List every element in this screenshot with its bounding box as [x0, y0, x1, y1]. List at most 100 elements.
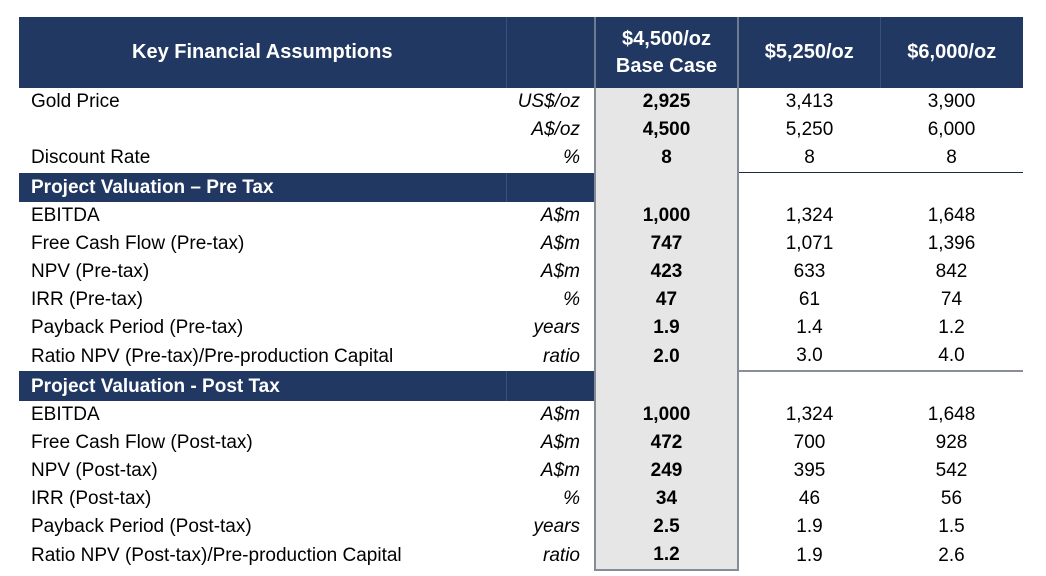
- row-unit: A$m: [540, 460, 580, 481]
- value-5250: 61: [798, 289, 821, 310]
- row-label: EBITDA: [31, 404, 100, 425]
- value-6000: 74: [940, 289, 963, 310]
- row-label: IRR (Post-tax): [31, 488, 152, 509]
- table-row: Free Cash Flow (Post-tax) A$m 472 700 928: [19, 429, 1023, 457]
- section-blank-cell: [738, 172, 880, 202]
- value-5250: 3,413: [785, 91, 834, 112]
- row-unit: A$m: [540, 233, 580, 254]
- financial-assumptions-table: Key Financial Assumptions $4,500/oz Base…: [19, 17, 1023, 571]
- section-blank-cell: [738, 371, 880, 401]
- value-6000: 2.6: [938, 544, 965, 566]
- base-case-value: 2.0: [594, 342, 739, 371]
- row-unit: ratio: [543, 345, 580, 367]
- row-label: [19, 116, 506, 144]
- row-unit: %: [563, 289, 580, 310]
- row-label: Payback Period (Pre-tax): [31, 317, 244, 338]
- row-unit: ratio: [543, 544, 580, 566]
- value-6000: 3,900: [927, 91, 976, 112]
- table-row: NPV (Post-tax) A$m 249 395 542: [19, 457, 1023, 485]
- value-6000: 8: [880, 144, 1023, 173]
- value-5250: 1.9: [796, 544, 823, 566]
- value-6000: 842: [935, 261, 968, 282]
- value-5250: 633: [793, 261, 826, 282]
- base-case-value: 2.5: [594, 513, 739, 541]
- base-case-value: 1,000: [594, 401, 739, 429]
- base-case-value: 34: [594, 485, 739, 513]
- column-header-6000: $6,000/oz: [880, 17, 1023, 88]
- value-6000: 56: [940, 488, 963, 509]
- row-label: IRR (Pre-tax): [31, 289, 143, 310]
- row-unit: A$m: [540, 261, 580, 282]
- base-case-value: 4,500: [594, 116, 739, 144]
- row-label: Ratio NPV (Pre-tax)/Pre-production Capit…: [31, 345, 394, 367]
- base-case-value: 8: [594, 144, 739, 173]
- base-case-value: 423: [594, 258, 739, 286]
- value-6000: 1,648: [927, 404, 976, 425]
- row-unit: US$/oz: [517, 91, 580, 112]
- row-unit: %: [563, 488, 580, 509]
- unit-column-header: [506, 17, 596, 88]
- table-row: IRR (Pre-tax)% 47 61 74: [19, 286, 1023, 314]
- row-unit: A$m: [540, 404, 580, 425]
- value-5250: 5,250: [785, 119, 834, 140]
- table-row: Gold Price US$/oz 2,925 3,413 3,900: [19, 88, 1023, 116]
- table-row: Payback Period (Post-tax) years 2.5 1.9 1.5: [19, 513, 1023, 541]
- section-title: Project Valuation – Pre Tax: [19, 172, 507, 202]
- table-row: Ratio NPV (Post-tax)/Pre-production Capi…: [19, 541, 1023, 571]
- base-case-value: 1.2: [594, 541, 739, 571]
- row-label: Ratio NPV (Post-tax)/Pre-production Capi…: [31, 544, 402, 566]
- base-case-value: 47: [594, 286, 739, 314]
- row-label: Free Cash Flow (Pre-tax): [31, 233, 245, 254]
- table-row: NPV (Pre-tax) A$m 423 633 842: [19, 258, 1023, 286]
- section-header-pre-tax: Project Valuation – Pre Tax: [19, 172, 1023, 202]
- value-6000: 1,648: [927, 205, 976, 226]
- row-label: NPV (Pre-tax): [31, 261, 150, 282]
- table-header-row: Key Financial Assumptions $4,500/oz Base…: [19, 17, 1023, 88]
- value-5250: 1,324: [785, 205, 834, 226]
- table-row: EBITDA A$m 1,000 1,324 1,648: [19, 202, 1023, 230]
- table-row: Discount Rate% 8 8 8: [19, 144, 1023, 173]
- base-case-value: 2,925: [594, 88, 739, 116]
- value-6000: 1,396: [927, 233, 976, 254]
- section-base-cell: [594, 371, 739, 401]
- table-row: EBITDA A$m 1,000 1,324 1,648: [19, 401, 1023, 429]
- row-label: NPV (Post-tax): [31, 460, 158, 481]
- row-label: Payback Period (Post-tax): [31, 516, 252, 537]
- row-unit: A$m: [540, 432, 580, 453]
- section-blank-cell: [880, 371, 1023, 401]
- row-label: EBITDA: [31, 205, 100, 226]
- column-header-base-case: $4,500/oz Base Case: [594, 17, 739, 88]
- column-header-line1: $4,500/oz: [622, 27, 711, 50]
- column-header-line2: Base Case: [615, 54, 718, 77]
- row-label: Discount Rate: [31, 147, 151, 169]
- value-6000: 542: [935, 460, 968, 481]
- value-5250: 1,324: [785, 404, 834, 425]
- row-unit: years: [533, 516, 580, 537]
- table-row: A$/oz 4,500 5,250 6,000: [19, 116, 1023, 144]
- section-title: Project Valuation - Post Tax: [19, 371, 507, 401]
- value-6000: 928: [935, 432, 968, 453]
- row-unit: years: [533, 317, 580, 338]
- base-case-value: 1.9: [594, 314, 739, 342]
- base-case-value: 1,000: [594, 202, 739, 230]
- table-row: IRR (Post-tax)% 34 46 56: [19, 485, 1023, 513]
- table-title: Key Financial Assumptions: [19, 17, 507, 88]
- column-header-5250: $5,250/oz: [738, 17, 881, 88]
- value-6000: 1.5: [938, 516, 965, 537]
- section-header-post-tax: Project Valuation - Post Tax: [19, 371, 1023, 401]
- row-unit: A$m: [540, 205, 580, 226]
- value-5250: 46: [798, 488, 821, 509]
- base-case-value: 472: [594, 429, 739, 457]
- value-5250: 8: [738, 144, 880, 173]
- row-unit: %: [563, 147, 580, 169]
- section-unit-cell: [506, 371, 595, 401]
- value-5250: 3.0: [738, 342, 880, 372]
- row-label: Gold Price: [31, 91, 120, 112]
- section-blank-cell: [880, 172, 1023, 202]
- value-5250: 395: [793, 460, 826, 481]
- value-5250: 1.9: [796, 516, 823, 537]
- value-6000: 4.0: [880, 342, 1023, 372]
- base-case-value: 249: [594, 457, 739, 485]
- value-5250: 700: [793, 432, 826, 453]
- table-row: Free Cash Flow (Pre-tax) A$m 747 1,071 1,396: [19, 230, 1023, 258]
